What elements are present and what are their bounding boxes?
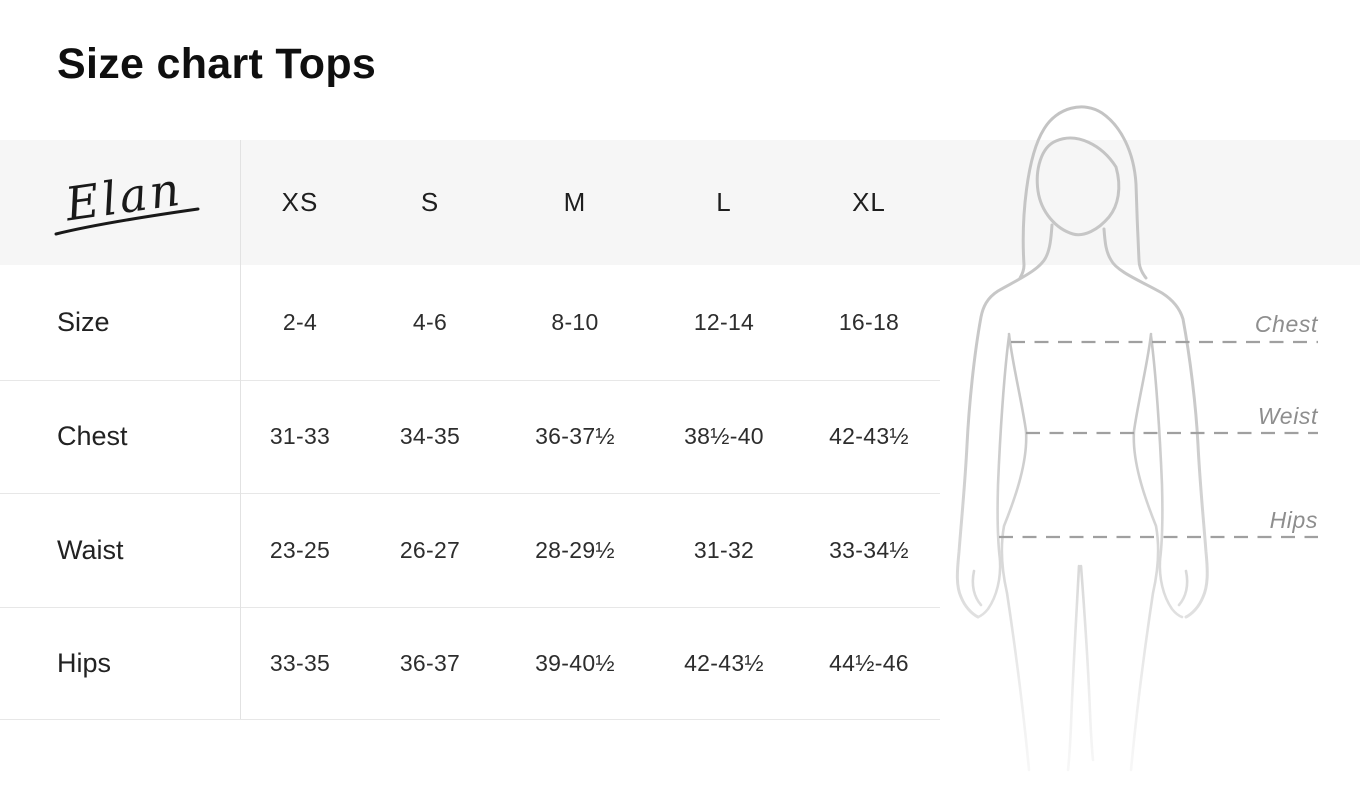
size-value-cell: 33-34½ bbox=[829, 536, 909, 563]
size-value-cell: 36-37½ bbox=[535, 423, 615, 449]
size-value-cell: 34-35 bbox=[399, 423, 461, 449]
table-divider bbox=[0, 719, 940, 720]
column-header-m: M bbox=[563, 187, 587, 217]
column-header-l: L bbox=[716, 187, 732, 217]
row-label-size: Size bbox=[57, 307, 110, 337]
size-value-cell: 42-43½ bbox=[684, 649, 764, 676]
hair-outline bbox=[1018, 105, 1148, 280]
left-arm-outline bbox=[955, 223, 1054, 619]
size-value-cell: 42-43½ bbox=[829, 423, 909, 449]
size-value-cell: 26-27 bbox=[399, 536, 461, 563]
row-label-hips: Hips bbox=[57, 647, 112, 678]
row-label-chest: Chest bbox=[57, 421, 128, 451]
table-divider-vertical bbox=[240, 140, 241, 719]
size-chart-table: XS S M L XL Size 2-4 4-6 8-10 12-14 16-1… bbox=[0, 140, 940, 719]
size-value-cell: 4-6 bbox=[412, 309, 448, 335]
brand-logo-underline bbox=[54, 207, 200, 236]
size-value-cell: 31-32 bbox=[693, 536, 755, 563]
woman-outline-illustration bbox=[955, 105, 1318, 772]
size-value-cell: 44½-46 bbox=[829, 649, 909, 676]
measurement-label-hips: Hips bbox=[1269, 507, 1318, 533]
size-value-cell: 8-10 bbox=[551, 309, 599, 335]
column-header-xl: XL bbox=[852, 187, 886, 217]
face-outline bbox=[1035, 136, 1121, 237]
size-value-cell: 33-35 bbox=[269, 649, 331, 676]
size-value-cell: 39-40½ bbox=[535, 649, 615, 676]
table-divider bbox=[0, 493, 940, 494]
measurement-label-chest: Chest bbox=[1254, 311, 1318, 337]
table-divider bbox=[0, 380, 940, 381]
size-value-cell: 31-33 bbox=[269, 423, 331, 449]
size-value-cell: 16-18 bbox=[838, 309, 900, 335]
table-divider bbox=[0, 607, 940, 608]
size-value-cell: 2-4 bbox=[282, 309, 318, 335]
size-value-cell: 36-37 bbox=[399, 649, 461, 676]
size-value-cell: 38½-40 bbox=[684, 423, 764, 449]
measurement-label-weist: Weist bbox=[1257, 403, 1318, 429]
column-header-s: S bbox=[420, 187, 440, 217]
page-title: Size chart Tops bbox=[57, 40, 377, 88]
brand-logo: Elan bbox=[54, 162, 200, 236]
size-value-cell: 28-29½ bbox=[535, 536, 615, 563]
size-value-cell: 23-25 bbox=[269, 536, 331, 563]
right-arm-outline bbox=[1102, 227, 1209, 619]
woman-body-outline bbox=[955, 105, 1209, 772]
row-label-waist: Waist bbox=[57, 534, 124, 565]
torso-and-legs bbox=[971, 332, 1189, 772]
column-header-xs: XS bbox=[281, 187, 319, 217]
size-value-cell: 12-14 bbox=[693, 309, 755, 335]
